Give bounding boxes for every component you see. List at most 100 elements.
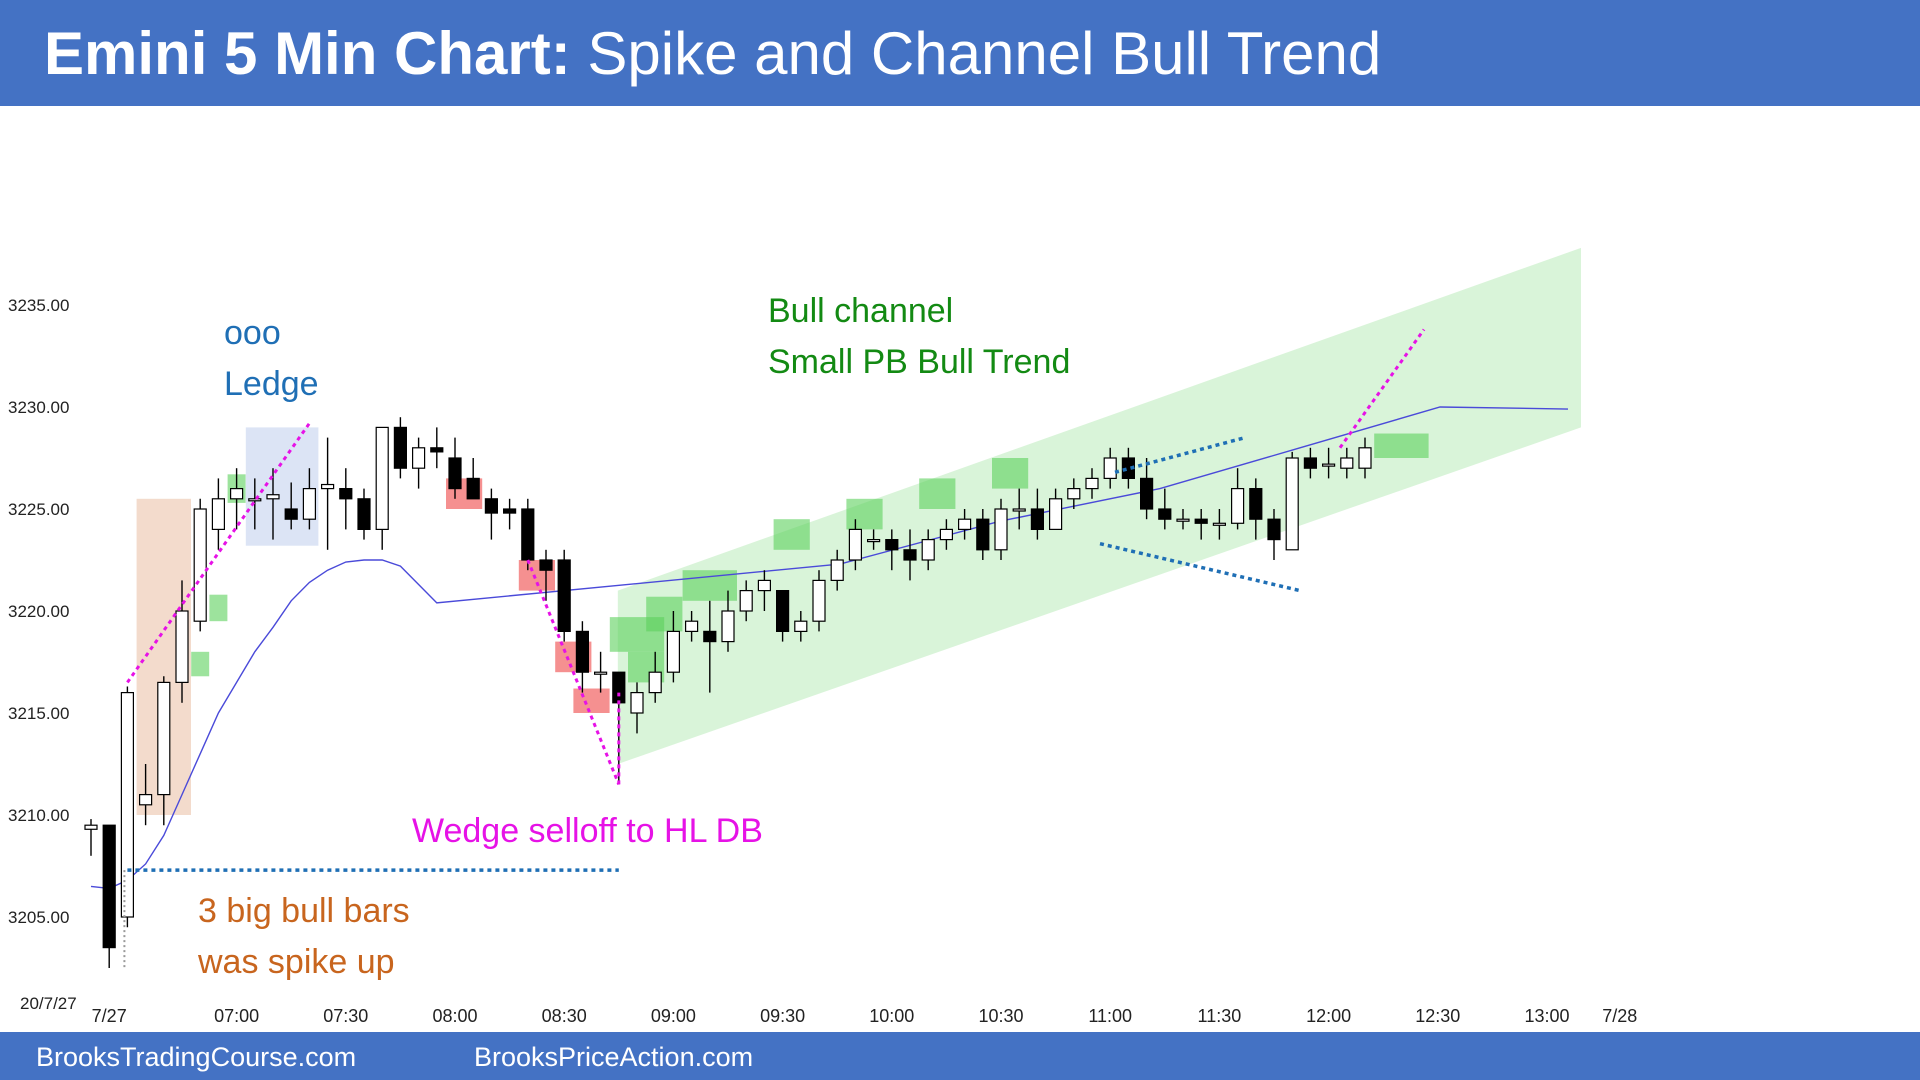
candle-body: [1358, 447, 1372, 469]
candle-body: [684, 620, 699, 633]
candle-46: [921, 529, 935, 571]
candle-body: [302, 488, 316, 520]
y-tick-label: 3210.00: [8, 806, 69, 825]
candle-body: [812, 579, 826, 622]
candle-56: [1103, 447, 1117, 489]
triangle-bottom-line: [1099, 541, 1301, 593]
candle-body: [1194, 518, 1208, 524]
candle-body: [1230, 488, 1245, 524]
candle-body: [1103, 457, 1117, 479]
candle-70: [1358, 437, 1372, 479]
annotation-ooo: ooo: [224, 314, 281, 352]
moving-average: [90, 406, 1569, 890]
x-tick-label: 07:00: [214, 1006, 259, 1026]
candle-body: [120, 691, 135, 918]
candle-7: [211, 478, 225, 550]
candle-18: [412, 437, 426, 489]
candle-26: [557, 549, 571, 642]
candle-body: [157, 681, 171, 796]
candle-body: [939, 528, 954, 541]
candle-body: [1176, 518, 1190, 522]
footer-right-link[interactable]: BrooksPriceAction.com: [474, 1042, 754, 1072]
candle-13: [321, 437, 335, 550]
date-label: 20/7/27: [20, 994, 77, 1013]
candle-body: [211, 498, 225, 530]
bear-signal-box-3: [573, 688, 610, 713]
candle-body: [412, 447, 426, 469]
candle-54: [1067, 478, 1081, 509]
title-bold: Emini 5 Min Chart:: [44, 20, 571, 87]
candle-31: [648, 651, 662, 703]
candle-body: [703, 630, 717, 643]
candle-64: [1249, 478, 1263, 540]
bull-signal-box-2: [209, 594, 228, 622]
candle-39: [794, 611, 808, 642]
bull-channel-band: [617, 247, 1581, 764]
x-tick-label: 09:30: [760, 1006, 805, 1026]
candle-49: [976, 509, 990, 560]
footer-left-link[interactable]: BrooksTradingCourse.com: [36, 1042, 357, 1072]
title-bar: Emini 5 Min Chart: Spike and Channel Bul…: [0, 0, 1920, 106]
bull-signal-box-7: [773, 519, 810, 550]
candle-body: [102, 824, 116, 949]
candle-28: [593, 651, 608, 693]
candle-24: [521, 498, 535, 571]
x-tick-label: 10:00: [869, 1006, 914, 1026]
candle-body: [903, 549, 917, 561]
x-tick-label: 07:30: [323, 1006, 368, 1026]
candle-body: [84, 824, 98, 830]
candle-body: [357, 498, 371, 530]
annotation-spike-up: was spike up: [197, 943, 395, 981]
candle-body: [848, 528, 863, 561]
candle-body: [375, 426, 389, 530]
candle-body: [1321, 463, 1336, 467]
candle-body: [248, 498, 262, 502]
x-tick-label: 11:30: [1198, 1006, 1242, 1026]
y-tick-label: 3225.00: [8, 500, 69, 519]
candle-body: [575, 630, 590, 673]
candle-2: [120, 686, 135, 928]
candle-53: [1048, 488, 1063, 530]
candle-body: [1012, 508, 1026, 512]
candle-body: [284, 508, 298, 520]
footer-bar: BrooksTradingCourse.com BrooksPriceActio…: [0, 1032, 1920, 1080]
candle-body: [794, 620, 808, 633]
candle-36: [739, 580, 753, 622]
late-trend-line: [1338, 328, 1426, 449]
candle-16: [375, 426, 389, 550]
candle-body: [1303, 457, 1318, 469]
x-tick-label: 08:30: [542, 1006, 587, 1026]
triangle-top-line: [1114, 435, 1246, 474]
candle-48: [957, 509, 972, 540]
ledge-highlight: [245, 427, 319, 546]
candle-body: [1085, 477, 1099, 490]
candle-body: [503, 508, 517, 514]
candle-5: [175, 580, 189, 703]
candle-body: [994, 508, 1008, 551]
candle-body: [721, 610, 735, 643]
candle-30: [630, 682, 644, 734]
candle-body: [866, 538, 881, 543]
candle-body: [1158, 508, 1172, 520]
y-tick-label: 3235.00: [8, 296, 69, 315]
candle-47: [939, 519, 954, 550]
y-tick-label: 3230.00: [8, 398, 69, 417]
candle-27: [575, 621, 590, 693]
candle-body: [484, 498, 498, 514]
candle-3: [139, 764, 153, 826]
candle-52: [1030, 488, 1045, 540]
candle-19: [430, 427, 444, 469]
bull-signal-box-1: [191, 651, 210, 677]
x-tick-label: 12:00: [1306, 1006, 1351, 1026]
candle-55: [1085, 468, 1099, 499]
candle-body: [1067, 488, 1081, 500]
candle-body: [1267, 518, 1281, 541]
candle-32: [666, 611, 681, 683]
candle-body: [230, 488, 244, 500]
candle-17: [393, 417, 407, 479]
candle-50: [994, 498, 1008, 560]
candle-43: [866, 529, 881, 550]
candle-59: [1158, 488, 1172, 530]
candle-51: [1012, 488, 1026, 530]
candle-9: [248, 478, 262, 530]
